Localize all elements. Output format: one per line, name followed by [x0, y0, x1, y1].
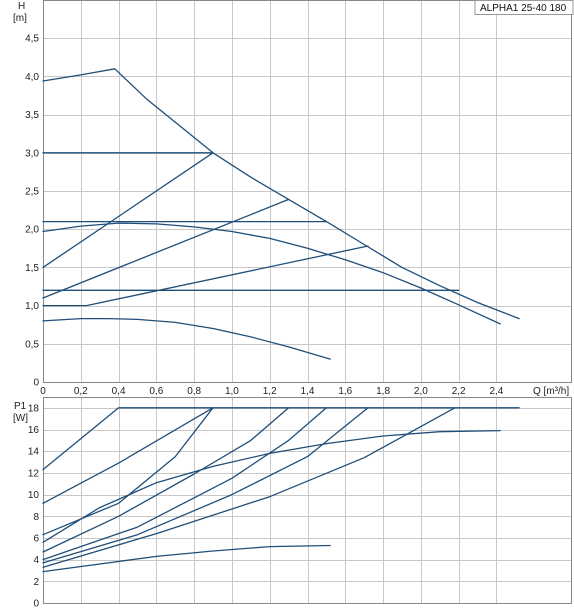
bottom-series-line-1	[42, 407, 520, 471]
bottom-y-tick-label: 6	[33, 533, 39, 544]
x-tick-label: 0,8	[187, 386, 201, 397]
bottom-y-tick-label: 10	[28, 490, 40, 501]
x-tick-label: 2,4	[489, 386, 503, 397]
top-series-line-4	[42, 198, 290, 299]
bottom-series-line-4	[42, 407, 290, 553]
top-y-tick-label: 3,0	[25, 148, 39, 159]
bottom-series-line-3	[42, 407, 214, 536]
top-series-line-9	[42, 317, 331, 360]
top-series-line-3	[42, 152, 214, 269]
head-flow-plot: 0 0,5 1,0 1,5 2,0 2,5 3,0 3,5 4,0 4,5 0 0,2 0,4 0,6 0,…	[25, 0, 572, 397]
bottom-series-line-6	[42, 407, 369, 564]
chart-title: ALPHA1 25-40 180	[480, 3, 567, 14]
top-y-tick-label: 2,5	[25, 187, 39, 198]
x-tick-label: 2,2	[452, 386, 466, 397]
bottom-y-tick-label: 2	[33, 577, 39, 588]
bottom-y-axis-unit: [W]	[13, 413, 28, 424]
bottom-y-tick-label: 16	[28, 425, 40, 436]
top-plot-frame	[43, 0, 572, 383]
bottom-y-tick-label: 12	[28, 468, 40, 479]
top-y-tick-label: 4,5	[25, 34, 39, 45]
top-y-tick-label: 1,0	[25, 301, 39, 312]
bottom-y-tick-label: 0	[33, 599, 39, 610]
chart-legend: ALPHA1 25-40 180	[474, 0, 574, 15]
bottom-y-tick-label: 18	[28, 403, 40, 414]
bottom-series-line-2	[42, 407, 214, 504]
bottom-series-line-8	[42, 429, 501, 543]
x-tick-label: 0,4	[112, 386, 126, 397]
x-tick-label: 2,0	[414, 386, 428, 397]
top-y-tick-label: 2,0	[25, 225, 39, 236]
bottom-series-line-9	[42, 544, 331, 573]
bottom-y-tick-label: 8	[33, 512, 39, 523]
power-flow-plot: 0 2 4 6 8 10 12 14 16 18	[28, 397, 572, 610]
x-tick-label: 0,2	[74, 386, 88, 397]
x-tick-label: 0	[40, 386, 46, 397]
bottom-y-axis-symbol: P1	[14, 401, 27, 412]
top-y-tick-label: 4,0	[25, 72, 39, 83]
x-tick-label: 1,6	[338, 386, 352, 397]
top-series-line-1	[42, 68, 520, 320]
bottom-series-line-7	[42, 407, 456, 568]
x-tick-label: 1,2	[263, 386, 277, 397]
top-y-tick-label: 3,5	[25, 110, 39, 121]
x-tick-label: 0,6	[149, 386, 163, 397]
x-tick-label: 1,4	[301, 386, 315, 397]
x-axis-title: Q [m³/h]	[533, 386, 569, 397]
bottom-y-tick-label: 4	[33, 555, 39, 566]
legend-box	[474, 0, 574, 15]
bottom-plot-frame	[43, 397, 572, 604]
top-y-axis-unit: [m]	[13, 13, 27, 24]
top-y-tick-label: 1,5	[25, 263, 39, 274]
bottom-y-tick-label: 14	[28, 447, 40, 458]
top-y-tick-label: 0	[33, 378, 39, 389]
bottom-series-line-5	[42, 407, 328, 561]
top-y-axis-symbol: H	[18, 1, 25, 12]
x-tick-label: 1,0	[225, 386, 239, 397]
top-series-line-5	[42, 245, 369, 307]
x-tick-label: 1,8	[376, 386, 390, 397]
top-series-line-8	[42, 222, 501, 325]
top-y-tick-label: 0,5	[25, 339, 39, 350]
